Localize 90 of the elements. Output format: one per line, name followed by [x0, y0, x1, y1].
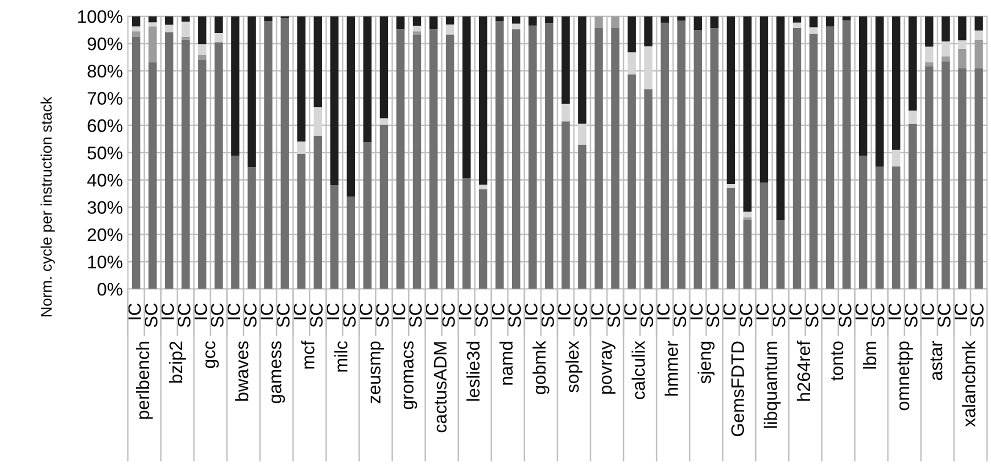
x-tick-label: SC [970, 304, 984, 328]
y-tick-label: 0% [98, 282, 122, 296]
text: zeusmp [370, 341, 384, 404]
x-tick-label: SC [276, 304, 290, 328]
text: sjeng [698, 342, 715, 384]
x-tick-label: SC [904, 304, 918, 328]
x-tick-label: SC [872, 304, 884, 328]
x-tick-label: SC [806, 304, 818, 328]
x-tick-label: SC [640, 304, 654, 328]
text: milc [334, 341, 348, 372]
x-tick-label: IC [722, 303, 736, 320]
x-tick-label: SC [442, 304, 455, 328]
x-tick-label: IC [260, 303, 274, 320]
text: gobmk [532, 340, 550, 394]
y-tick-label: 30% [88, 201, 122, 214]
text: calculix [632, 340, 645, 400]
x-tick-label: IC [624, 303, 637, 320]
x-tick-label: IC [194, 303, 208, 320]
x-tick-label: SC [310, 304, 323, 328]
x-tick-label: IC [524, 303, 538, 320]
y-tick-label: 40% [87, 174, 122, 187]
x-tick-label: IC [590, 303, 604, 320]
y-tick-label: 80% [88, 64, 122, 78]
text: h264ref [796, 340, 810, 401]
x-tick-label: IC [458, 303, 472, 320]
x-tick-label: IC [756, 303, 769, 320]
x-tick-label: IC [492, 303, 504, 320]
y-tick-label: 20% [88, 228, 122, 242]
text: perlbench [136, 342, 153, 419]
x-tick-label: SC [342, 304, 356, 328]
x-tick-label: SC [409, 304, 422, 328]
text: cactusADM [434, 342, 447, 432]
text: bwaves [235, 341, 248, 401]
y-tick-label: 90% [88, 38, 122, 50]
text: libquantum [764, 342, 781, 428]
x-tick-label: SC [938, 304, 951, 328]
text: lbm [862, 342, 876, 369]
y-tick-label: 60% [88, 119, 122, 132]
y-tick-label: 50% [88, 146, 122, 160]
text: soplex [566, 340, 582, 392]
y-tick-label: 100% [78, 10, 122, 24]
x-tick-label: IC [888, 303, 902, 320]
x-tick-label: IC [392, 303, 406, 320]
y-axis-title: Norm. cycle per instruction stack [40, 96, 55, 316]
text: xalancbmk [962, 340, 976, 427]
x-tick-label: SC [508, 304, 521, 328]
text: leslie3d [466, 342, 480, 401]
x-tick-label: SC [475, 304, 488, 328]
x-tick-label: SC [178, 304, 191, 328]
text: GemsFDTD [731, 342, 744, 436]
y-tick-label: 70% [88, 92, 122, 105]
y-tick-label: 10% [88, 256, 122, 268]
x-tick-label: SC [210, 304, 224, 328]
x-tick-label: SC [541, 304, 554, 328]
text: gamess [272, 341, 285, 404]
text: omnetpp [897, 341, 913, 410]
x-tick-label: SC [673, 304, 686, 328]
text: tonto [831, 341, 844, 381]
x-tick-label: IC [227, 303, 240, 320]
x-tick-label: SC [376, 304, 389, 328]
x-tick-label: IC [690, 303, 703, 320]
text: astar [930, 341, 942, 380]
text: povray [602, 340, 616, 394]
x-tick-label: SC [706, 304, 720, 328]
x-tick-label: IC [789, 303, 802, 320]
x-tick-label: IC [426, 303, 438, 320]
text: namd [499, 342, 513, 385]
x-tick-label: SC [740, 304, 752, 328]
x-tick-label: IC [921, 303, 934, 320]
x-tick-label: IC [954, 303, 968, 320]
x-tick-label: IC [326, 303, 340, 320]
x-tick-label: SC [838, 304, 852, 328]
x-tick-label: IC [558, 303, 571, 320]
x-tick-label: SC [144, 304, 158, 328]
text: hmmer [664, 341, 678, 396]
x-tick-label: SC [772, 304, 786, 328]
x-tick-label: IC [656, 303, 670, 320]
x-tick-label: IC [822, 303, 835, 320]
x-tick-label: IC [855, 303, 868, 320]
text: gromacs [404, 341, 418, 410]
x-tick-label: SC [607, 304, 620, 328]
x-tick-label: SC [574, 304, 588, 328]
x-tick-label: IC [128, 303, 141, 320]
x-tick-label: IC [359, 303, 372, 320]
text: bzip2 [168, 342, 186, 383]
x-tick-label: SC [244, 304, 257, 328]
x-tick-label: IC [161, 303, 174, 320]
text: mcf [301, 340, 314, 369]
text: gcc [205, 341, 219, 368]
x-tick-label: IC [293, 303, 306, 320]
